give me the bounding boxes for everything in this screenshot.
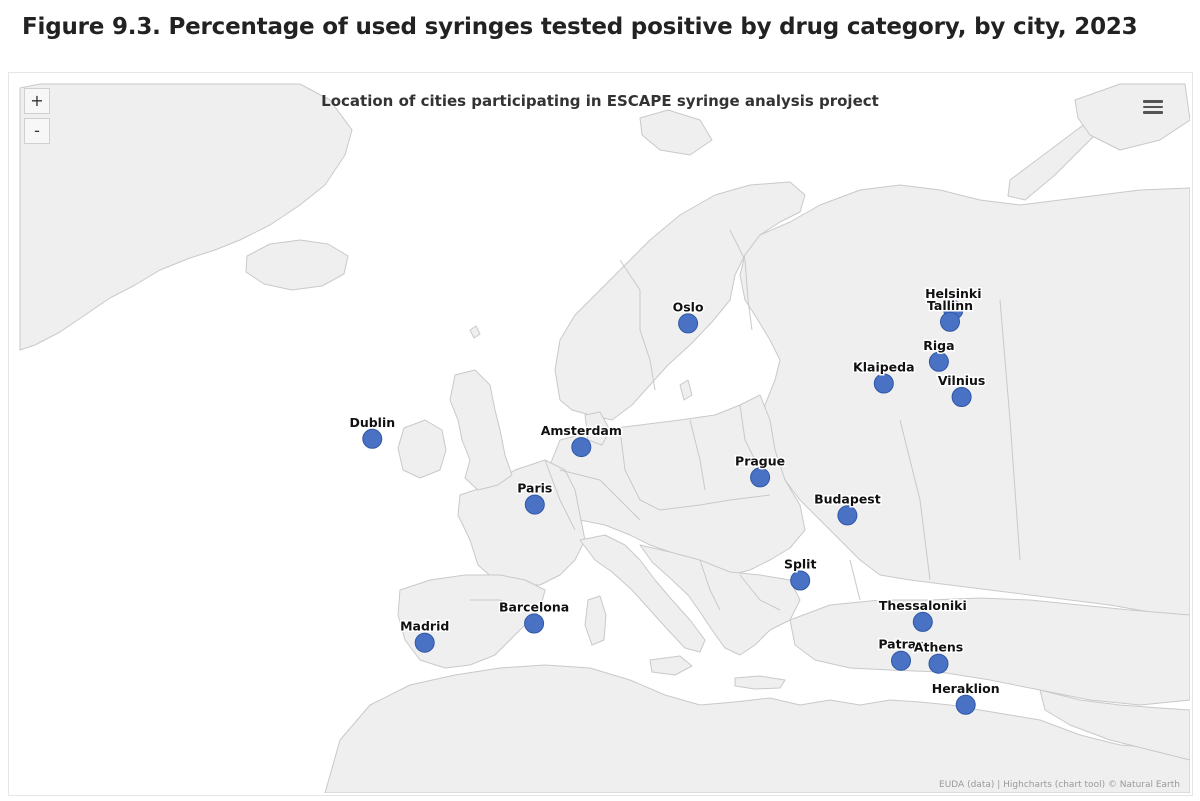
central-europe-landmass bbox=[544, 394, 806, 576]
city-label: Athens bbox=[914, 640, 963, 655]
city-marker-helsinki[interactable]: Helsinki bbox=[924, 285, 983, 321]
city-point[interactable] bbox=[955, 694, 976, 715]
city-label: Dublin bbox=[349, 415, 395, 430]
iberia-landmass bbox=[397, 574, 546, 669]
zoom-out-button[interactable]: - bbox=[24, 118, 50, 144]
city-marker-dublin[interactable]: Dublin bbox=[348, 413, 397, 449]
city-label: Barcelona bbox=[499, 600, 569, 615]
city-marker-amsterdam[interactable]: Amsterdam bbox=[539, 422, 623, 458]
greenland-landmass bbox=[19, 83, 353, 351]
great-britain-landmass bbox=[449, 369, 513, 491]
city-point[interactable] bbox=[928, 653, 949, 674]
france-landmass bbox=[457, 459, 586, 586]
city-point[interactable] bbox=[873, 373, 894, 394]
city-marker-madrid[interactable]: Madrid bbox=[399, 617, 451, 653]
city-marker-barcelona[interactable]: Barcelona bbox=[497, 598, 571, 634]
denmark-landmass bbox=[584, 411, 611, 446]
zoom-in-button[interactable]: + bbox=[24, 88, 50, 114]
city-point[interactable] bbox=[837, 505, 858, 526]
city-marker-vilnius[interactable]: Vilnius bbox=[936, 372, 987, 407]
balkans-landmass bbox=[639, 544, 801, 656]
city-point[interactable] bbox=[414, 632, 435, 653]
city-point[interactable] bbox=[750, 467, 771, 488]
city-point[interactable] bbox=[524, 613, 545, 634]
anatolia-landmass bbox=[789, 597, 1190, 706]
city-label: Oslo bbox=[673, 299, 704, 314]
menu-bar-3 bbox=[1143, 111, 1163, 114]
menu-bar-1 bbox=[1143, 100, 1163, 103]
city-point[interactable] bbox=[891, 650, 911, 671]
city-marker-oslo[interactable]: Oslo bbox=[671, 298, 705, 334]
city-point[interactable] bbox=[928, 351, 949, 372]
city-label: Madrid bbox=[400, 619, 449, 634]
crete-landmass bbox=[734, 675, 786, 690]
city-point[interactable] bbox=[524, 494, 545, 515]
city-point[interactable] bbox=[362, 428, 383, 449]
hamburger-menu-icon[interactable] bbox=[1140, 97, 1166, 119]
city-marker-tallinn[interactable]: Tallinn bbox=[925, 296, 975, 332]
svalbard-landmass bbox=[639, 109, 713, 156]
gotland-landmass bbox=[679, 379, 693, 401]
city-label: Split bbox=[784, 557, 817, 572]
city-label: Riga bbox=[923, 338, 954, 353]
ireland-landmass bbox=[397, 419, 447, 479]
iceland-landmass bbox=[245, 239, 349, 291]
city-label: Prague bbox=[735, 453, 785, 468]
menu-bar-2 bbox=[1143, 105, 1163, 108]
city-label: Tallinn bbox=[927, 298, 973, 313]
city-label: Heraklion bbox=[932, 681, 1000, 696]
city-label: Vilnius bbox=[938, 373, 986, 388]
city-label: Patras bbox=[878, 637, 923, 652]
map-credits: EUDA (data) | Highcharts (chart tool) © … bbox=[939, 780, 1180, 790]
city-marker-athens[interactable]: Athens bbox=[912, 638, 965, 674]
city-marker-riga[interactable]: Riga bbox=[922, 336, 956, 372]
figure-title: Figure 9.3. Percentage of used syringes … bbox=[22, 14, 1138, 40]
middle-east-landmass bbox=[1039, 689, 1190, 761]
sardinia-landmass bbox=[584, 595, 607, 646]
country-borders bbox=[470, 229, 1021, 611]
city-marker-klaipeda[interactable]: Klaipeda bbox=[852, 358, 916, 394]
city-point[interactable] bbox=[571, 437, 592, 458]
map-title: Location of cities participating in ESCA… bbox=[321, 92, 879, 110]
shetland-landmass bbox=[469, 325, 481, 339]
city-point[interactable] bbox=[940, 311, 960, 332]
city-point[interactable] bbox=[912, 611, 933, 632]
city-label: Klaipeda bbox=[853, 360, 915, 375]
city-label: Helsinki bbox=[925, 286, 981, 301]
city-label: Thessaloniki bbox=[879, 598, 967, 613]
city-label: Budapest bbox=[814, 491, 881, 506]
city-point[interactable] bbox=[678, 313, 699, 334]
north-africa-landmass bbox=[324, 664, 1190, 793]
city-marker-budapest[interactable]: Budapest bbox=[813, 490, 882, 526]
city-marker-heraklion[interactable]: Heraklion bbox=[930, 679, 1001, 715]
city-point[interactable] bbox=[951, 387, 972, 407]
city-point[interactable] bbox=[790, 570, 811, 591]
city-marker-patras[interactable]: Patras bbox=[877, 635, 925, 671]
city-label: Paris bbox=[517, 481, 552, 496]
italy-landmass bbox=[579, 534, 706, 653]
city-label: Amsterdam bbox=[541, 423, 622, 438]
city-marker-paris[interactable]: Paris bbox=[516, 479, 554, 515]
city-marker-prague[interactable]: Prague bbox=[734, 452, 787, 488]
sicily-landmass bbox=[649, 655, 693, 676]
scandinavia-landmass bbox=[554, 181, 806, 421]
city-marker-thessaloniki[interactable]: Thessaloniki bbox=[877, 596, 968, 632]
city-marker-split[interactable]: Split bbox=[782, 555, 818, 591]
